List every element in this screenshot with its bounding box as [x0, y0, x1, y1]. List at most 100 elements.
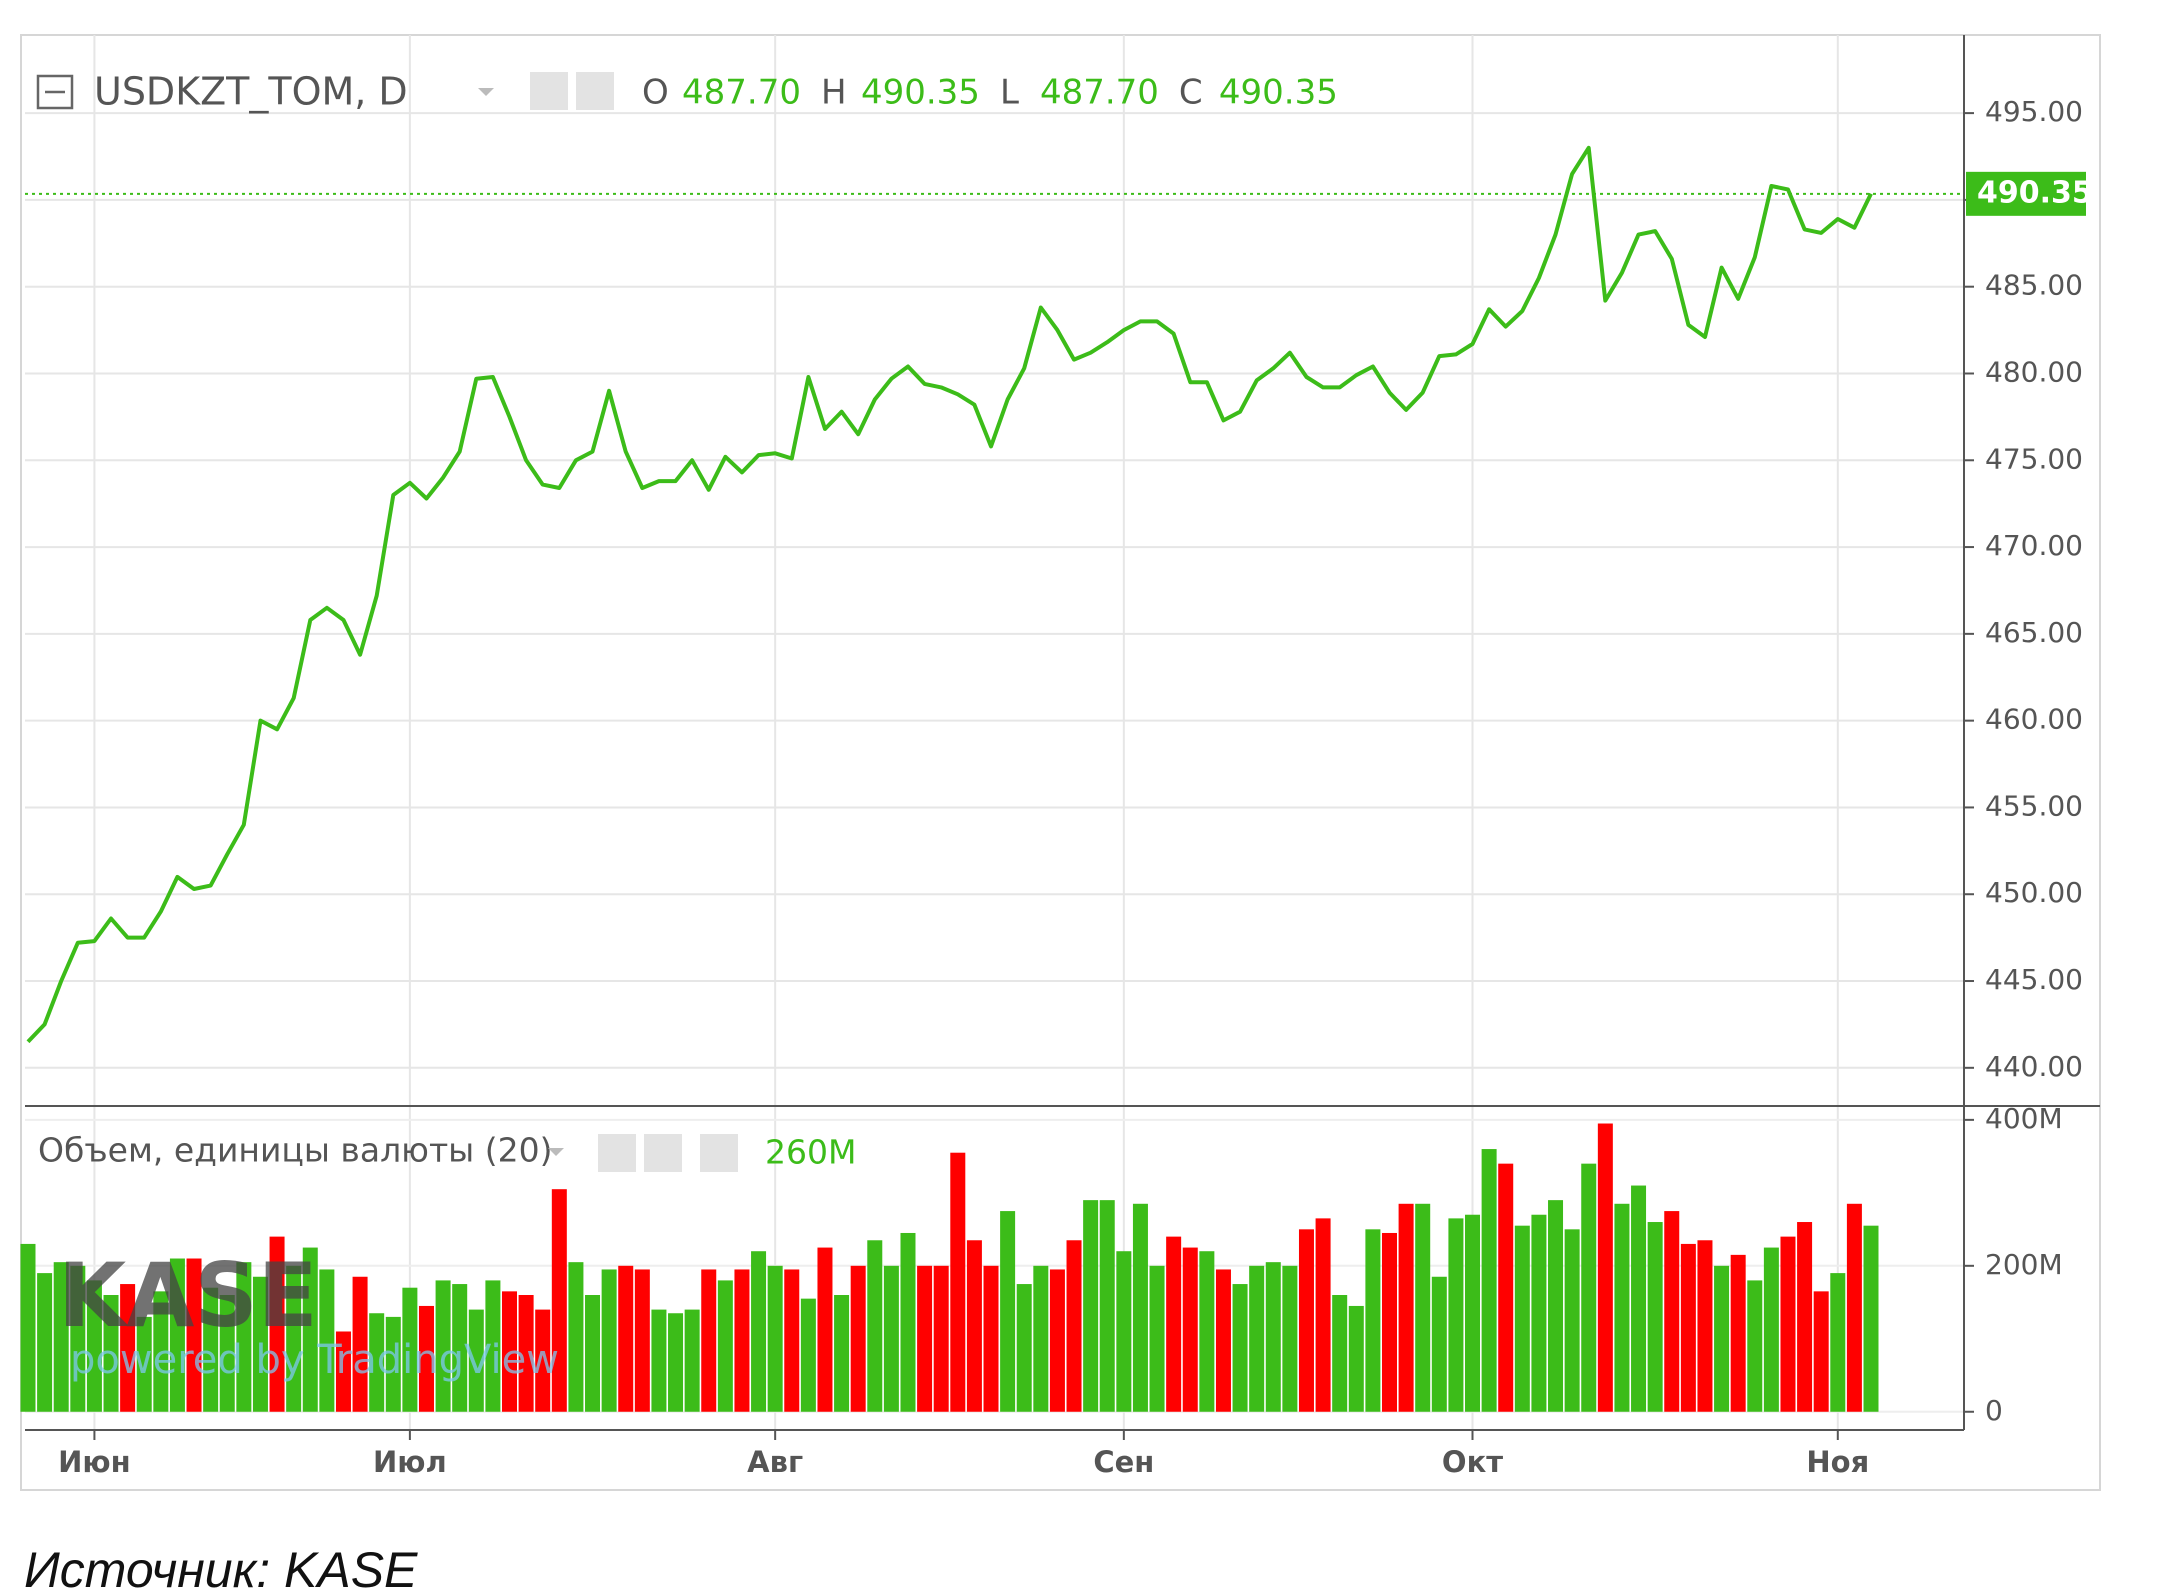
volume-bar: [1215, 1269, 1231, 1412]
volume-bar: [269, 1236, 285, 1412]
volume-bar: [1830, 1273, 1846, 1412]
y-tick-label: 485.00: [1985, 269, 2083, 302]
volume-bar: [1548, 1200, 1564, 1412]
volume-bar: [1282, 1265, 1298, 1412]
y-tick-label: 440.00: [1985, 1050, 2083, 1083]
volume-bar: [618, 1265, 634, 1412]
volume-bar: [1016, 1284, 1032, 1412]
remove-icon[interactable]: [700, 1134, 738, 1172]
volume-bar: [1846, 1203, 1862, 1412]
volume-bar: [219, 1295, 235, 1412]
volume-bar: [203, 1287, 219, 1412]
volume-bar: [634, 1269, 650, 1412]
volume-bar: [1647, 1222, 1663, 1412]
eye-icon[interactable]: [530, 72, 568, 110]
volume-bar: [1132, 1203, 1148, 1412]
volume-bar: [20, 1243, 36, 1412]
ohlc-key: O: [642, 73, 669, 113]
volume-bar: [585, 1295, 601, 1412]
volume-bar: [950, 1152, 966, 1412]
volume-bar: [850, 1265, 866, 1412]
volume-bar: [601, 1269, 617, 1412]
volume-bar: [1166, 1236, 1182, 1412]
volume-bar: [568, 1262, 584, 1412]
volume-bar: [1797, 1222, 1813, 1412]
x-tick-label: Сен: [1093, 1445, 1154, 1479]
volume-bar: [1083, 1200, 1099, 1412]
volume-bar: [535, 1309, 551, 1412]
ohlc-value: 487.70: [1040, 73, 1159, 113]
collapse-icon[interactable]: [36, 74, 74, 110]
volume-bar: [1149, 1265, 1165, 1412]
y-tick-label: 495.00: [1985, 95, 2083, 128]
volume-bar: [53, 1262, 69, 1412]
volume-bar: [1481, 1149, 1497, 1412]
ohlc-value: 487.70: [682, 73, 801, 113]
volume-current: 260M: [765, 1133, 856, 1172]
volume-bar: [468, 1309, 484, 1412]
volume-bar: [1664, 1211, 1680, 1412]
volume-bar: [900, 1232, 916, 1412]
volume-bar: [1431, 1276, 1447, 1412]
volume-bar: [1680, 1243, 1696, 1412]
y-tick-label: 200M: [1985, 1248, 2063, 1281]
volume-bar: [402, 1287, 418, 1412]
volume-bar: [1381, 1232, 1397, 1412]
volume-bar: [1232, 1284, 1248, 1412]
y-tick-label: 465.00: [1985, 616, 2083, 649]
dropdown-icon[interactable]: [548, 1148, 564, 1156]
volume-bar: [1631, 1185, 1647, 1412]
volume-bar: [169, 1258, 185, 1412]
volume-bar: [883, 1265, 899, 1412]
volume-bar: [452, 1284, 468, 1412]
volume-bar: [1066, 1240, 1082, 1412]
volume-bar: [286, 1265, 302, 1412]
volume-bar: [1465, 1214, 1481, 1412]
volume-bar: [1415, 1203, 1431, 1412]
y-tick-label: 475.00: [1985, 442, 2083, 475]
dropdown-icon[interactable]: [478, 88, 494, 96]
ohlc-key: C: [1179, 73, 1203, 113]
volume-bar: [1049, 1269, 1065, 1412]
volume-bar: [1714, 1265, 1730, 1412]
x-tick-label: Окт: [1442, 1445, 1503, 1479]
x-tick-label: Июн: [58, 1445, 131, 1479]
volume-bar: [734, 1269, 750, 1412]
volume-bar: [136, 1316, 152, 1412]
volume-bar: [1597, 1123, 1613, 1412]
volume-bar: [800, 1298, 816, 1412]
volume-bar: [1863, 1225, 1879, 1412]
ohlc-value: 490.35: [861, 73, 980, 113]
watermark: KASE powered by TradingView: [58, 1244, 559, 1383]
volume-bar: [717, 1280, 733, 1412]
volume-bar: [120, 1284, 136, 1412]
volume-bar: [751, 1251, 767, 1412]
volume-bar: [1315, 1218, 1331, 1412]
volume-bar: [551, 1189, 567, 1412]
volume-bar: [784, 1269, 800, 1412]
eye-icon[interactable]: [598, 1134, 636, 1172]
volume-bar: [518, 1295, 534, 1412]
ohlc-key: L: [1000, 73, 1019, 113]
volume-bar: [1398, 1203, 1414, 1412]
settings-icon[interactable]: [644, 1134, 682, 1172]
volume-title: Объем, единицы валюты (20): [38, 1131, 552, 1170]
volume-bar: [917, 1265, 933, 1412]
volume-bar: [834, 1295, 850, 1412]
y-tick-label: 445.00: [1985, 963, 2083, 996]
volume-bar: [1498, 1163, 1514, 1412]
volume-bar: [385, 1316, 401, 1412]
volume-bar: [966, 1240, 982, 1412]
volume-bar: [817, 1247, 833, 1412]
volume-bar: [684, 1309, 700, 1412]
settings-icon[interactable]: [576, 72, 614, 110]
last-price-label: 490.35: [1977, 175, 2093, 210]
y-tick-label: 480.00: [1985, 355, 2083, 388]
y-tick-label: 450.00: [1985, 876, 2083, 909]
chart-frame: [20, 34, 2101, 1491]
volume-bar: [435, 1280, 451, 1412]
volume-bar: [1730, 1254, 1746, 1412]
volume-bar: [1000, 1211, 1016, 1412]
